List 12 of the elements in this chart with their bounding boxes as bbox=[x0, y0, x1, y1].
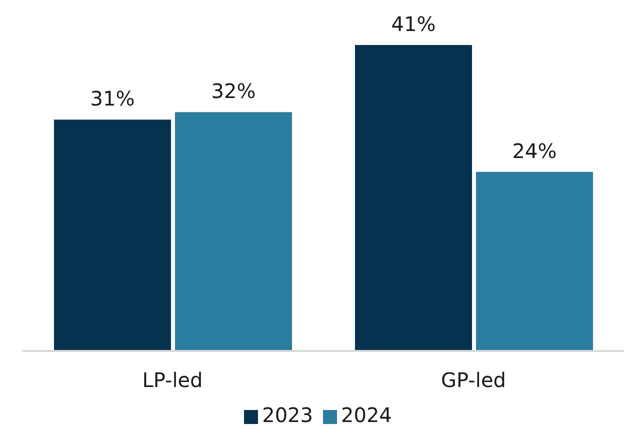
legend-label: 2023 bbox=[262, 403, 313, 427]
legend-label: 2024 bbox=[341, 403, 392, 427]
data-label: 32% bbox=[211, 79, 256, 104]
x-tick-label: LP-led bbox=[142, 368, 203, 392]
bar bbox=[54, 120, 171, 351]
bar bbox=[175, 112, 292, 351]
x-tick-label: GP-led bbox=[441, 368, 506, 392]
data-label: 31% bbox=[90, 86, 135, 111]
data-label: 41% bbox=[391, 12, 436, 36]
bar bbox=[476, 172, 593, 351]
bar bbox=[355, 45, 472, 351]
data-label: 24% bbox=[512, 138, 557, 163]
